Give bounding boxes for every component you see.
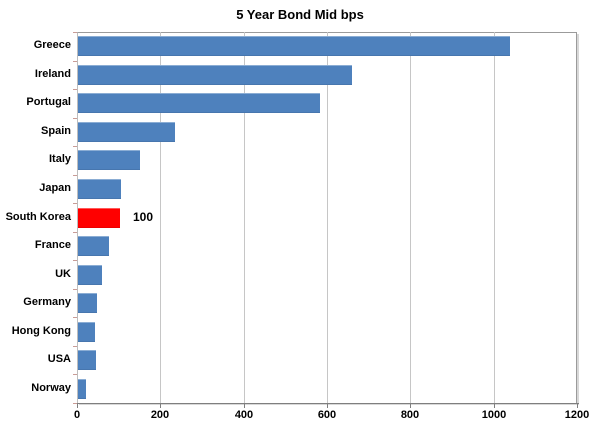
bar-value-label: 100 bbox=[133, 210, 154, 224]
category-label: France bbox=[34, 239, 71, 251]
bar-france bbox=[78, 236, 109, 256]
x-axis-tick bbox=[494, 403, 495, 408]
gridline bbox=[494, 32, 495, 403]
category-label: Ireland bbox=[34, 68, 71, 80]
category-label: Norway bbox=[31, 382, 71, 394]
bar-italy bbox=[78, 150, 140, 170]
x-axis-tick bbox=[77, 403, 78, 408]
category-label: Italy bbox=[48, 153, 71, 165]
x-axis-tick-label: 800 bbox=[400, 409, 420, 421]
y-axis-tick bbox=[73, 32, 77, 33]
bar-germany bbox=[78, 293, 97, 313]
y-axis-tick bbox=[73, 118, 77, 119]
gridline bbox=[410, 32, 411, 403]
x-axis-tick-label: 1000 bbox=[481, 409, 507, 421]
y-axis-tick bbox=[73, 289, 77, 290]
bar-uk bbox=[78, 265, 102, 285]
category-label: USA bbox=[47, 353, 71, 365]
category-label: South Korea bbox=[5, 211, 71, 223]
y-axis-tick bbox=[73, 346, 77, 347]
y-axis-tick bbox=[73, 403, 77, 404]
x-axis-tick-label: 1200 bbox=[564, 409, 590, 421]
x-axis-tick-label: 400 bbox=[234, 409, 254, 421]
y-axis-tick bbox=[73, 89, 77, 90]
x-axis-line bbox=[73, 403, 579, 404]
y-axis-tick bbox=[73, 146, 77, 147]
gridline bbox=[160, 32, 161, 403]
gridline bbox=[244, 32, 245, 403]
bar-norway bbox=[78, 379, 86, 399]
bar-greece bbox=[78, 36, 510, 56]
category-label: Portugal bbox=[26, 96, 71, 108]
bar-japan bbox=[78, 179, 121, 199]
category-label: Japan bbox=[39, 182, 71, 194]
y-axis-tick bbox=[73, 61, 77, 62]
x-axis-tick-label: 600 bbox=[317, 409, 337, 421]
x-axis-tick-label: 0 bbox=[73, 409, 81, 421]
y-axis-tick bbox=[73, 317, 77, 318]
x-axis-tick-label: 200 bbox=[150, 409, 170, 421]
y-axis-tick bbox=[73, 374, 77, 375]
category-label: UK bbox=[55, 268, 71, 280]
bar-highlight-south-korea bbox=[78, 208, 120, 228]
x-axis-tick bbox=[327, 403, 328, 408]
y-axis-tick bbox=[73, 260, 77, 261]
x-axis-tick bbox=[577, 403, 578, 408]
bar-portugal bbox=[78, 93, 320, 113]
y-axis-tick bbox=[73, 232, 77, 233]
x-axis-tick bbox=[160, 403, 161, 408]
y-axis-tick bbox=[73, 175, 77, 176]
category-label: Hong Kong bbox=[11, 325, 71, 337]
category-label: Greece bbox=[33, 39, 71, 51]
chart-title: 5 Year Bond Mid bps bbox=[236, 7, 364, 22]
bar-usa bbox=[78, 350, 96, 370]
bar-hong-kong bbox=[78, 322, 95, 342]
bar-ireland bbox=[78, 65, 352, 85]
x-axis-tick bbox=[410, 403, 411, 408]
category-label: Germany bbox=[23, 296, 71, 308]
y-axis-tick bbox=[73, 203, 77, 204]
gridline bbox=[327, 32, 328, 403]
category-label: Spain bbox=[41, 125, 71, 137]
x-axis-tick bbox=[244, 403, 245, 408]
bar-spain bbox=[78, 122, 175, 142]
